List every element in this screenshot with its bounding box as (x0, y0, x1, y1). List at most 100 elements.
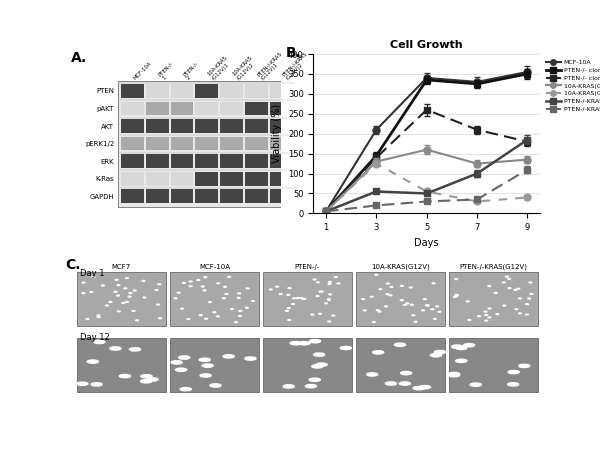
Text: B.: B. (286, 46, 302, 60)
Bar (146, 154, 169, 168)
Circle shape (177, 292, 180, 293)
Circle shape (378, 311, 381, 312)
Circle shape (488, 308, 491, 309)
Circle shape (203, 290, 206, 291)
Circle shape (337, 283, 340, 284)
Bar (269, 172, 292, 185)
Circle shape (517, 288, 520, 289)
Circle shape (394, 343, 406, 346)
Circle shape (140, 380, 152, 383)
Circle shape (110, 347, 121, 350)
Circle shape (174, 298, 176, 299)
Circle shape (518, 298, 521, 299)
Line: PTEN-/- clone 2: PTEN-/- clone 2 (323, 106, 531, 215)
Bar (118, 81, 295, 207)
Text: PTEN-/-KRAS
(G12V)2: PTEN-/-KRAS (G12V)2 (281, 50, 312, 81)
Circle shape (328, 299, 331, 300)
MCF-10A (524, 69, 531, 75)
Bar (121, 154, 144, 168)
Text: 10A-KRAS
(G12V)1: 10A-KRAS (G12V)1 (207, 55, 233, 81)
Circle shape (375, 274, 378, 275)
Bar (196, 172, 218, 185)
Circle shape (373, 322, 375, 323)
Circle shape (202, 364, 213, 367)
MCF-10A (373, 127, 380, 132)
PTEN-/- clone 1 (524, 71, 531, 76)
PTEN-/- clone 2 (373, 155, 380, 160)
Circle shape (455, 346, 467, 350)
Bar (146, 172, 169, 185)
Circle shape (399, 382, 410, 385)
Circle shape (456, 359, 467, 362)
PTEN-/-KRAS(G12V) clone 1 (322, 209, 329, 214)
Text: pERK1/2: pERK1/2 (85, 141, 114, 147)
Bar (245, 189, 268, 203)
Text: 10A-KRAS
(G12V)2: 10A-KRAS (G12V)2 (232, 55, 257, 81)
Circle shape (436, 306, 439, 307)
Bar (263, 272, 352, 326)
Circle shape (300, 298, 303, 299)
Bar (196, 137, 218, 150)
Bar (77, 272, 166, 326)
Circle shape (128, 296, 131, 297)
Circle shape (448, 374, 460, 377)
Text: PTEN-/-KRAS(G12V): PTEN-/-KRAS(G12V) (460, 264, 527, 270)
Line: PTEN-/- clone 1: PTEN-/- clone 1 (323, 71, 531, 215)
10A-KRAS(G12V) clone 2 (423, 189, 430, 194)
Circle shape (518, 313, 521, 314)
Circle shape (119, 374, 131, 378)
Circle shape (484, 311, 487, 312)
Bar (121, 119, 144, 133)
PTEN-/-KRAS(G12V) clone 1 (423, 191, 430, 196)
Text: PTEN-/-: PTEN-/- (295, 265, 320, 270)
Circle shape (132, 310, 135, 311)
Circle shape (245, 357, 256, 360)
Line: PTEN-/-KRAS(G12V) clone 2: PTEN-/-KRAS(G12V) clone 2 (323, 166, 531, 215)
Circle shape (246, 288, 249, 289)
Circle shape (181, 308, 184, 309)
Circle shape (370, 296, 373, 297)
PTEN-/-KRAS(G12V) clone 1 (524, 137, 531, 142)
Circle shape (373, 351, 384, 354)
Circle shape (427, 305, 429, 306)
Circle shape (389, 295, 392, 296)
Circle shape (310, 340, 320, 343)
Circle shape (235, 322, 238, 323)
Circle shape (130, 348, 140, 351)
Circle shape (470, 383, 481, 386)
Y-axis label: Viability (%): Viability (%) (272, 104, 282, 163)
Circle shape (379, 289, 382, 290)
Circle shape (316, 296, 319, 297)
Title: Cell Growth: Cell Growth (391, 40, 463, 50)
Bar (171, 119, 193, 133)
PTEN-/- clone 1 (373, 153, 380, 158)
Bar (121, 137, 144, 150)
Bar (269, 119, 292, 133)
Bar (171, 102, 193, 115)
Circle shape (328, 281, 331, 282)
Circle shape (180, 387, 191, 391)
Bar (121, 189, 144, 203)
Bar (171, 172, 193, 185)
PTEN-/-KRAS(G12V) clone 2 (524, 167, 531, 172)
10A-KRAS(G12V) clone 1 (524, 157, 531, 162)
Bar (170, 338, 259, 392)
Text: AKT: AKT (101, 124, 114, 130)
Text: C.: C. (66, 258, 81, 272)
Circle shape (117, 285, 120, 286)
Bar (196, 119, 218, 133)
MCF-10A (423, 75, 430, 81)
Circle shape (92, 277, 95, 278)
Bar (196, 102, 218, 115)
MCF-10A (473, 79, 481, 85)
Circle shape (385, 382, 397, 385)
Circle shape (434, 351, 446, 354)
Circle shape (319, 291, 322, 292)
Circle shape (97, 316, 100, 317)
Circle shape (424, 299, 426, 300)
Circle shape (299, 342, 310, 345)
Circle shape (287, 308, 290, 309)
Bar (220, 137, 243, 150)
Circle shape (200, 374, 211, 377)
PTEN-/-KRAS(G12V) clone 2 (473, 197, 481, 202)
